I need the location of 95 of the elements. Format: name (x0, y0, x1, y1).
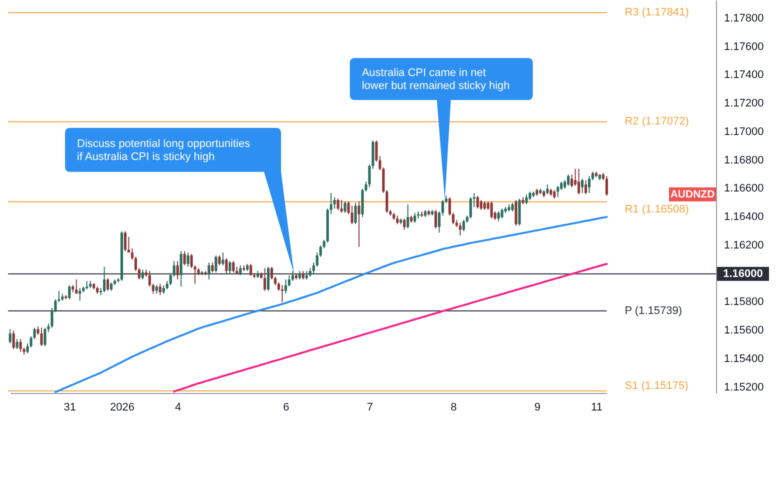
line-series (54, 216, 608, 393)
y-tick-label: 1.16600 (724, 182, 764, 195)
x-tick-label: 11 (591, 402, 602, 414)
y-tick-label: 1.16200 (724, 239, 764, 252)
y-tick-label: 1.16400 (724, 211, 764, 224)
candlestick (284, 279, 288, 294)
candlestick (180, 250, 182, 288)
y-tick-label: 1.17800 (724, 12, 764, 24)
candlestick (514, 200, 518, 226)
candlestick (605, 175, 608, 196)
candlestick (350, 205, 354, 225)
x-tick-label: 8 (450, 402, 457, 414)
candlestick (525, 194, 528, 205)
candlestick (19, 338, 22, 352)
y-tick-label: 1.15600 (724, 324, 764, 337)
candlestick (291, 270, 294, 282)
candlestick (577, 168, 580, 195)
line-series (173, 262, 608, 392)
candlestick (469, 196, 472, 219)
y-tick-label: 1.16800 (724, 154, 764, 166)
ref-line-label: P (1.15739) (624, 304, 682, 317)
candlestick (570, 174, 574, 188)
candlestick (218, 254, 221, 266)
candlestick (270, 266, 274, 280)
candlestick (176, 260, 179, 280)
candlestick (333, 196, 336, 210)
candlestick (403, 218, 406, 230)
x-tick-label: 4 (175, 402, 182, 414)
candlestick (8, 328, 12, 344)
candlestick (186, 252, 190, 268)
x-tick-label: 6 (283, 402, 290, 414)
candlestick (490, 200, 493, 219)
candlestick (500, 208, 504, 219)
candlestick (556, 185, 560, 198)
candlestick (44, 327, 46, 347)
candlestick (584, 180, 588, 195)
candlestick (288, 274, 291, 288)
text: AUDNZD (670, 188, 716, 200)
candlestick (75, 279, 78, 294)
candlestick (158, 283, 162, 296)
candlestick (222, 252, 224, 266)
candlestick (103, 266, 106, 293)
candlestick (214, 254, 218, 273)
candlestick (414, 212, 416, 224)
ref-line-label: S1 (1.15175) (624, 380, 688, 392)
y-tick-label: 1.15800 (724, 296, 764, 308)
x-tick-label: 9 (534, 402, 540, 414)
ref-line-label: R2 (1.17072) (624, 116, 689, 128)
ref-line-label: R1 (1.16508) (624, 203, 689, 216)
candlestick (480, 200, 482, 210)
y-tick-label: 1.15400 (724, 352, 764, 365)
candlestick (358, 200, 360, 248)
candlestick (458, 222, 462, 236)
annotation: Discuss potential long opportunities if Australia CPI is sticky high (77, 138, 251, 163)
candlestick (336, 198, 340, 210)
y-tick-label: 1.15200 (724, 381, 764, 394)
candlestick (68, 284, 71, 300)
candlestick (106, 278, 110, 292)
y-tick-label: 1.17400 (724, 69, 764, 82)
y-tick-label: 1.17000 (724, 126, 764, 138)
x-tick-label: 7 (366, 402, 374, 414)
candlestick (40, 327, 43, 347)
x-tick-label: 31 (64, 402, 76, 414)
candlestick (263, 268, 266, 292)
candlestick (280, 284, 284, 303)
candlestick (266, 266, 270, 292)
candlestick (208, 262, 210, 280)
candlestick (232, 260, 235, 273)
candlestick (239, 264, 242, 276)
candlestick (141, 269, 144, 280)
candlestick (567, 174, 570, 186)
x-tick-label: 2026 (110, 402, 134, 414)
candlestick (588, 175, 591, 194)
candlestick (228, 260, 232, 274)
candlestick (16, 338, 18, 350)
candlestick (211, 262, 214, 273)
candlestick (340, 200, 343, 214)
candlestick (225, 258, 228, 274)
candlestick (462, 219, 465, 232)
candlestick (434, 209, 438, 229)
candlestick (183, 250, 186, 266)
y-tick-label: 1.17200 (724, 98, 764, 110)
candlestick (476, 195, 479, 210)
candlestick (580, 178, 584, 194)
y-tick-label: 1.17600 (724, 40, 764, 53)
ref-line-label: 1.16000 (723, 268, 763, 280)
candlestick (354, 202, 357, 225)
candlestick (406, 204, 410, 229)
candlestick (12, 330, 15, 350)
annotation: Australia CPI came in net lower but remained sticky high (362, 67, 510, 92)
candlestick (546, 184, 549, 195)
candlestick (124, 230, 127, 252)
candlestick (497, 210, 500, 222)
candlestick (344, 200, 346, 214)
ref-line-label: R3 (1.17841) (624, 6, 689, 19)
